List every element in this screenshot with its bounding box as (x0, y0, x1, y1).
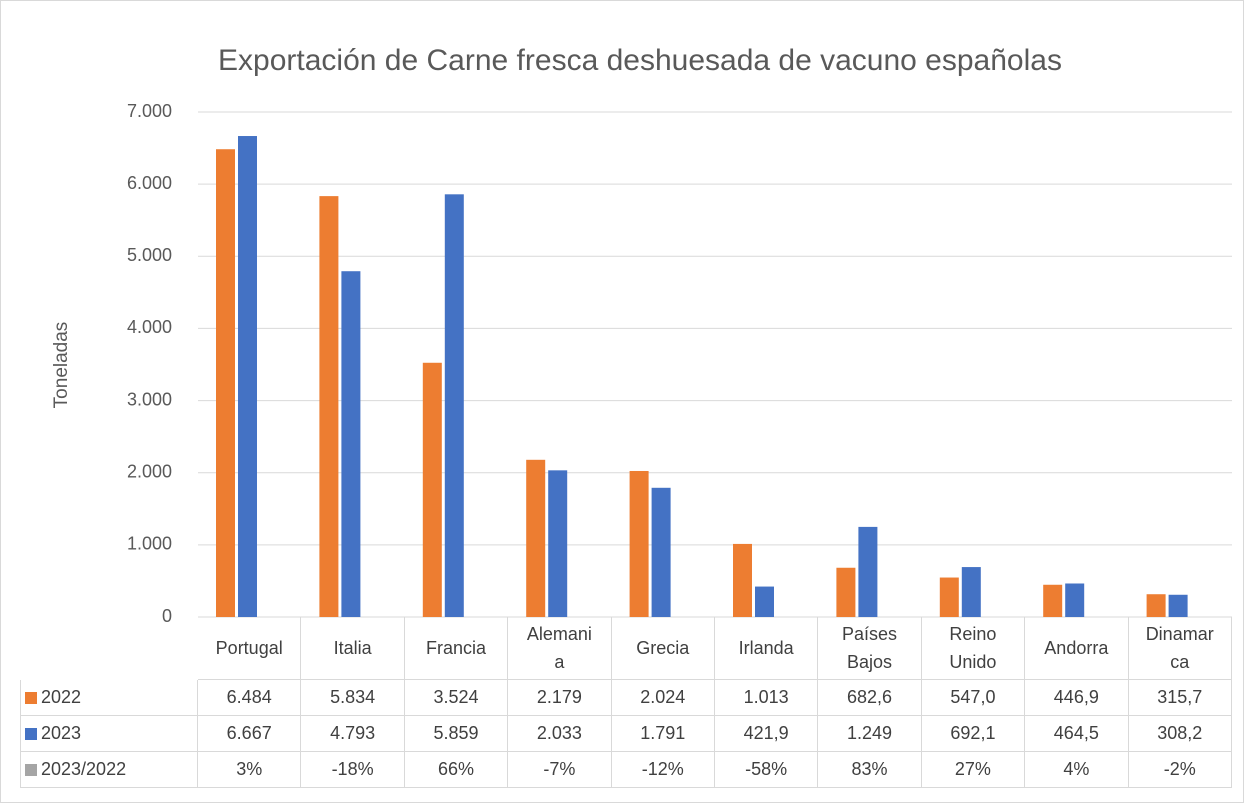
table-value: 1.249 (818, 716, 922, 752)
bar (961, 567, 981, 617)
table-value: 682,6 (818, 680, 922, 716)
table-value: 6.484 (198, 680, 302, 716)
table-value: 421,9 (714, 716, 819, 752)
y-tick-label: 0 (162, 606, 172, 626)
table-value: 1.791 (611, 716, 715, 752)
table-value: 2.033 (508, 716, 612, 752)
bar (526, 459, 546, 617)
x-tick-label: Reino Unido (921, 617, 1026, 680)
table-corner (20, 617, 198, 680)
legend-item: 2023 (20, 716, 198, 752)
x-tick-label: Andorra (1025, 617, 1129, 680)
data-table: Portugal Italia Francia Alemania Grecia Irlan… (20, 617, 1232, 788)
table-value: 6.667 (198, 716, 302, 752)
bar (755, 586, 774, 617)
y-tick-label: 3.000 (127, 389, 172, 409)
y-axis-label: Toneladas (51, 322, 72, 409)
bar (858, 526, 878, 617)
table-value: 4% (1025, 752, 1129, 788)
y-tick-label: 2.000 (127, 461, 172, 481)
table-value: 4.793 (301, 716, 405, 752)
bar (1065, 583, 1085, 617)
table-value: -7% (508, 752, 612, 788)
legend-swatch (25, 727, 37, 740)
bar (1043, 584, 1063, 617)
table-value: 464,5 (1025, 716, 1129, 752)
table-value: 66% (404, 752, 509, 788)
y-tick-label: 7.000 (127, 101, 172, 121)
legend-label: 2022 (41, 687, 82, 707)
table-value: 692,1 (921, 716, 1026, 752)
x-tick-label: Alemania (508, 617, 612, 680)
table-value: 2.179 (508, 680, 612, 716)
bar (548, 470, 568, 617)
y-tick-label: 5.000 (127, 245, 172, 265)
table-value: 315,7 (1128, 680, 1232, 716)
bar (238, 136, 257, 618)
table-value: 3.524 (404, 680, 509, 716)
table-value: 1.013 (714, 680, 819, 716)
x-tick-label: Grecia (611, 617, 715, 680)
table-value: -18% (301, 752, 405, 788)
chart-title: Exportación de Carne fresca deshuesada d… (218, 44, 1062, 77)
table-value: -2% (1128, 752, 1232, 788)
table-value: 2.024 (611, 680, 715, 716)
x-tick-label: Italia (301, 617, 405, 680)
legend-label: 2023/2022 (41, 759, 127, 779)
bar (733, 543, 752, 617)
table-value: 27% (921, 752, 1026, 788)
bar (1146, 594, 1166, 617)
table-value: -58% (714, 752, 819, 788)
table-value: 308,2 (1128, 716, 1232, 752)
table-value: 3% (198, 752, 302, 788)
legend-item: 2022 (20, 680, 198, 716)
table-value: 446,9 (1025, 680, 1129, 716)
bar (836, 567, 856, 617)
legend-label: 2023 (41, 723, 82, 743)
bar (629, 470, 649, 617)
table-value: 5.834 (301, 680, 405, 716)
legend-swatch (25, 763, 37, 776)
bar (651, 487, 671, 617)
bar (422, 362, 442, 617)
x-tick-label: Países Bajos (818, 617, 922, 680)
x-tick-label: Dinamarca (1128, 617, 1232, 680)
y-tick-label: 4.000 (127, 317, 172, 337)
bar (216, 149, 235, 617)
y-tick-label: 6.000 (127, 173, 172, 193)
legend-swatch (25, 691, 37, 704)
y-tick-label: 1.000 (127, 534, 172, 554)
bar (341, 271, 361, 617)
x-tick-label: Francia (404, 617, 509, 680)
bar (444, 194, 464, 617)
table-value: 547,0 (921, 680, 1026, 716)
bar (1168, 594, 1188, 617)
x-tick-label: Portugal (198, 617, 302, 680)
table-value: -12% (611, 752, 715, 788)
legend-item: 2023/2022 (20, 752, 198, 788)
bar (319, 196, 339, 617)
table-value: 5.859 (404, 716, 509, 752)
x-tick-label: Irlanda (714, 617, 819, 680)
table-value: 83% (818, 752, 922, 788)
bar (939, 577, 959, 617)
